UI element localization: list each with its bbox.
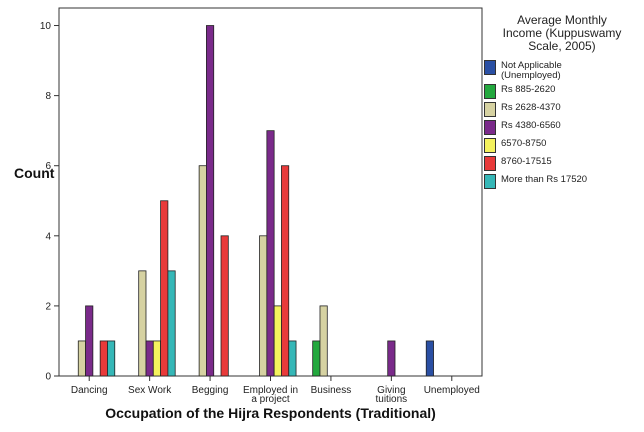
bar <box>319 305 328 377</box>
legend-swatch <box>484 156 496 171</box>
x-tick-label-line: Sex Work <box>128 385 172 396</box>
y-tick-label: 4 <box>45 231 51 242</box>
x-tick-label: Business <box>311 385 352 396</box>
x-tick-label-line: Dancing <box>71 385 108 396</box>
bar <box>259 235 268 377</box>
bar <box>77 340 86 377</box>
legend-items: Not Applicable (Unemployed) Rs 885-2620 Rs… <box>484 59 642 189</box>
bar <box>387 340 396 377</box>
legend-item: 6570-8750 <box>484 137 642 153</box>
bar <box>167 270 176 377</box>
legend-label: Rs 885-2620 <box>501 84 556 95</box>
bar <box>266 130 275 377</box>
legend-label: Not Applicable (Unemployed) <box>501 60 562 81</box>
bar <box>107 340 116 377</box>
bar <box>425 340 434 377</box>
y-tick-label: 8 <box>45 91 51 102</box>
legend-item: Rs 4380-6560 <box>484 119 642 135</box>
bar <box>288 340 297 377</box>
bar <box>152 340 161 377</box>
legend-title-line: Average Monthly <box>517 13 607 27</box>
bar <box>220 235 229 377</box>
legend-label: Rs 4380-6560 <box>501 120 561 131</box>
legend-item: Rs 885-2620 <box>484 83 642 99</box>
legend-item: More than Rs 17520 <box>484 173 642 189</box>
x-tick-label-line: Business <box>311 385 352 396</box>
x-tick-label: Giving tuitions <box>376 385 408 405</box>
legend-swatch <box>484 120 496 135</box>
legend-label: Rs 2628-4370 <box>501 102 561 113</box>
legend-swatch <box>484 60 496 75</box>
bar <box>206 25 215 377</box>
y-tick-label: 2 <box>45 301 51 312</box>
x-tick-label: Employed in a project <box>243 385 298 405</box>
legend: Average Monthly Income (Kuppuswamy Scale… <box>484 14 642 191</box>
x-tick-label-line: Giving <box>377 385 405 396</box>
legend-swatch <box>484 174 496 189</box>
y-tick-label: 0 <box>45 372 51 383</box>
bar <box>160 200 169 377</box>
legend-item: 8760-17515 <box>484 155 642 171</box>
bar <box>138 270 147 377</box>
legend-swatch <box>484 84 496 99</box>
x-tick-label-line: tuitions <box>376 394 408 405</box>
legend-item: Rs 2628-4370 <box>484 101 642 117</box>
y-tick-label: 6 <box>45 161 51 172</box>
x-tick-label: Unemployed <box>424 385 480 396</box>
x-tick-label-line: Employed in <box>243 385 298 396</box>
bar <box>281 165 290 377</box>
bar <box>312 340 321 377</box>
legend-label: 6570-8750 <box>501 138 547 149</box>
legend-swatch <box>484 102 496 117</box>
bar <box>145 340 154 377</box>
x-tick-label-line: Unemployed <box>424 385 480 396</box>
legend-item: Not Applicable (Unemployed) <box>484 59 642 81</box>
bar <box>85 305 94 377</box>
legend-title-line: Scale, 2005) <box>528 39 596 53</box>
y-axis-label: Count <box>14 165 55 181</box>
x-tick-label-line: a project <box>251 394 290 405</box>
legend-label: More than Rs 17520 <box>501 174 588 185</box>
y-tick-label: 10 <box>40 21 52 32</box>
legend-title: Average Monthly Income (Kuppuswamy Scale… <box>492 14 632 53</box>
legend-swatch <box>484 138 496 153</box>
x-tick-label: Dancing <box>71 385 108 396</box>
bar <box>273 305 282 377</box>
x-tick-label: Sex Work <box>128 385 172 396</box>
legend-title-line: Income (Kuppuswamy <box>502 26 622 40</box>
x-tick-label-line: Begging <box>192 385 229 396</box>
bar <box>198 165 207 377</box>
x-axis-label: Occupation of the Hijra Respondents (Tra… <box>105 405 436 421</box>
bar <box>99 340 108 377</box>
x-tick-label: Begging <box>192 385 229 396</box>
legend-label: 8760-17515 <box>501 156 552 167</box>
